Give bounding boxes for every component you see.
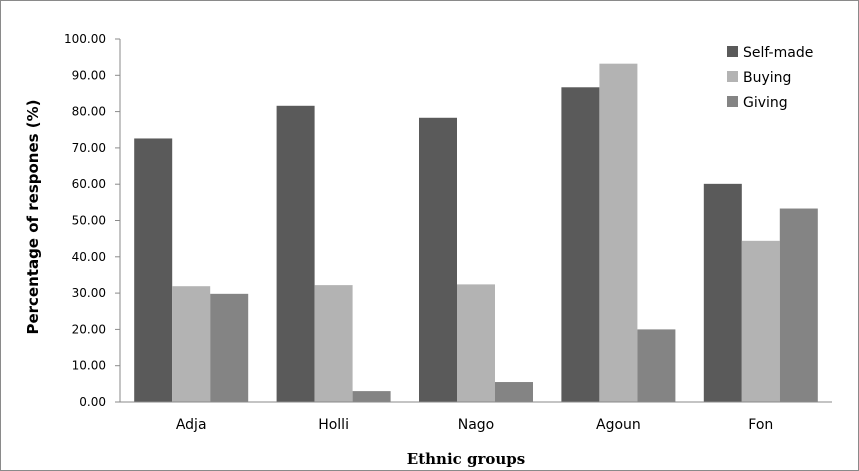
x-category-label: Fon xyxy=(748,417,773,433)
x-category-label: Agoun xyxy=(596,417,641,433)
x-category-label: Nago xyxy=(458,417,495,433)
legend-label: Self-made xyxy=(743,45,813,61)
y-axis-label: Percentage of respones (%) xyxy=(24,99,42,334)
bar-buying-nago xyxy=(457,284,495,402)
y-axis-ticks: 0.00 10.00 20.00 30.00 40.00 50.00 60.00 70.00 8… xyxy=(64,32,120,409)
bar-giving-adja xyxy=(210,293,249,402)
y-tick-label: 20.00 xyxy=(72,322,106,336)
legend-label: Buying xyxy=(743,70,791,86)
y-tick-label: 40.00 xyxy=(72,250,106,264)
bar-buying-holli xyxy=(314,285,353,402)
legend-swatch xyxy=(727,71,738,82)
y-tick-label: 100.00 xyxy=(64,32,106,46)
legend-label: Giving xyxy=(743,95,788,111)
bars-group xyxy=(134,63,818,403)
bar-buying-adja xyxy=(172,286,211,402)
y-tick-label: 10.00 xyxy=(72,359,106,373)
bar-self-made-adja xyxy=(134,138,173,402)
bar-self-made-holli xyxy=(276,105,315,403)
bar-giving-fon xyxy=(779,208,818,402)
legend: Self-made Buying Giving xyxy=(727,45,813,111)
bar-giving-holli xyxy=(352,391,391,402)
y-tick-label: 50.00 xyxy=(72,214,106,228)
bar-buying-agoun xyxy=(599,63,638,403)
bar-giving-agoun xyxy=(637,329,676,402)
y-tick-label: 0.00 xyxy=(79,395,106,409)
y-tick-label: 60.00 xyxy=(72,177,106,191)
x-axis-label: Ethnic groups xyxy=(407,450,525,468)
bar-self-made-fon xyxy=(703,183,742,402)
bar-buying-fon xyxy=(741,240,780,402)
legend-swatch xyxy=(727,46,738,57)
y-tick-label: 90.00 xyxy=(72,68,106,82)
bar-self-made-agoun xyxy=(561,87,600,403)
y-tick-label: 70.00 xyxy=(72,141,106,155)
bar-giving-nago xyxy=(495,382,533,402)
x-category-label: Adja xyxy=(176,417,207,433)
y-tick-label: 30.00 xyxy=(72,286,106,300)
x-category-label: Holli xyxy=(318,417,349,433)
legend-swatch xyxy=(727,96,738,107)
bar-self-made-nago xyxy=(419,117,457,403)
x-axis-categories: Adja Holli Nago Agoun Fon xyxy=(176,417,773,433)
y-tick-label: 80.00 xyxy=(72,105,106,119)
